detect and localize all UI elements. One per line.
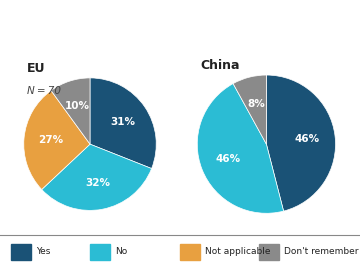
Text: Figure 2: Kit design supported taking medicine
on schedule: Figure 2: Kit design supported taking me… (11, 7, 324, 37)
Text: 32%: 32% (85, 178, 110, 188)
Text: 10%: 10% (65, 101, 90, 111)
Wedge shape (42, 144, 152, 211)
Text: Not applicable: Not applicable (205, 247, 271, 256)
Text: 8%: 8% (247, 99, 265, 109)
Wedge shape (197, 84, 284, 213)
Text: China: China (201, 58, 240, 72)
Text: Don't remember: Don't remember (284, 247, 359, 256)
Wedge shape (51, 78, 90, 144)
Wedge shape (90, 78, 156, 169)
Text: EU: EU (27, 62, 46, 75)
Bar (11, 244, 31, 259)
Text: 27%: 27% (38, 135, 63, 146)
Bar (180, 244, 200, 259)
Text: 31%: 31% (111, 117, 135, 127)
Text: N = 70: N = 70 (27, 86, 61, 96)
Bar (90, 244, 110, 259)
Text: 46%: 46% (295, 134, 320, 144)
Wedge shape (233, 75, 266, 144)
Wedge shape (24, 91, 90, 190)
Text: 46%: 46% (215, 154, 240, 165)
Text: Yes: Yes (36, 247, 50, 256)
Wedge shape (266, 75, 336, 211)
Text: No: No (115, 247, 127, 256)
Bar (259, 244, 279, 259)
